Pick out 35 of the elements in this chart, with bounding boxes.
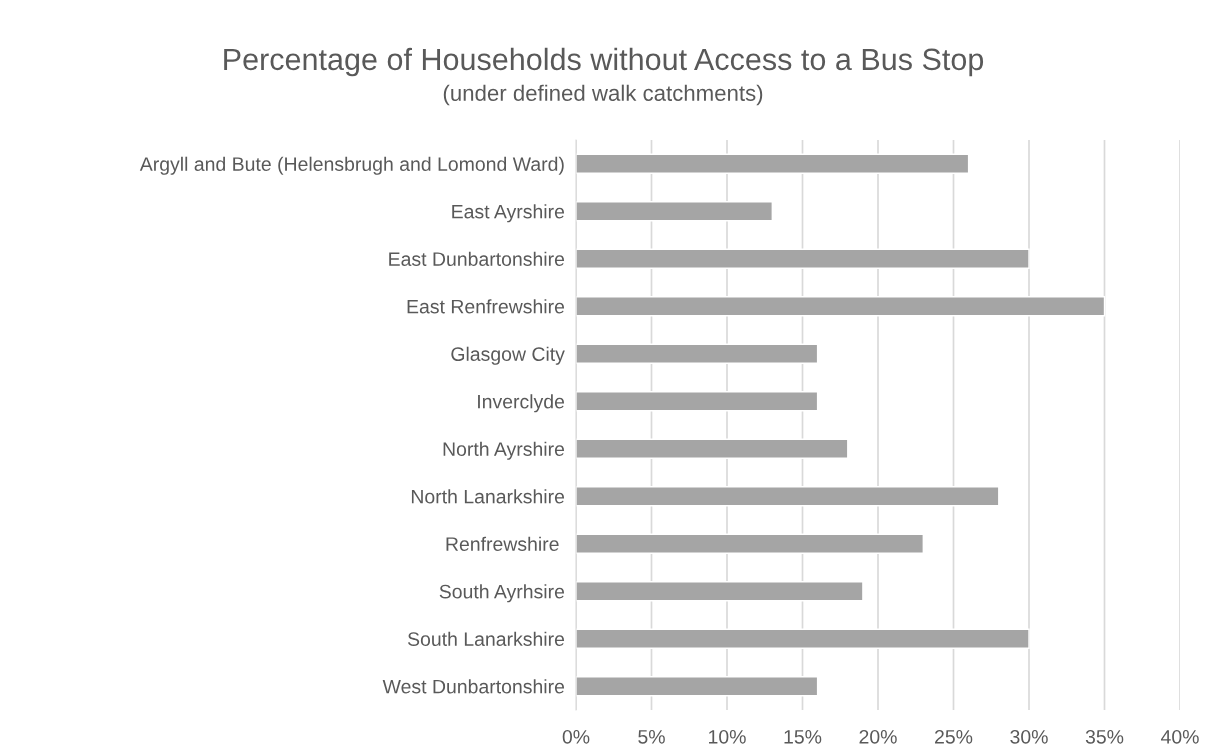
bar <box>576 486 1000 507</box>
y-tick-label: Inverclyde <box>478 394 565 413</box>
bar <box>576 153 970 174</box>
bar <box>576 296 1106 317</box>
bar <box>576 391 819 412</box>
x-tick-label: 0% <box>562 729 590 744</box>
bar <box>576 343 819 364</box>
bar <box>576 581 864 602</box>
x-tick-label: 5% <box>638 730 665 744</box>
bar <box>576 438 849 459</box>
y-tick-label: East Renfrewshire <box>407 299 565 314</box>
y-tick-label: North Lanarkshire <box>411 489 565 504</box>
chart-title: Percentage of Households without Access to a Bus Stop <box>224 47 984 77</box>
y-tick-label: North Ayrshire <box>443 441 565 460</box>
y-tick-label: East Ayrshire <box>452 204 565 223</box>
x-tick-label: 25% <box>935 729 973 744</box>
x-tick-label: 40% <box>1160 729 1199 744</box>
x-tick-label: 35% <box>1085 729 1124 744</box>
y-tick-label: South Ayrhsire <box>439 584 565 603</box>
bar <box>576 628 1030 649</box>
x-tick-label: 20% <box>859 729 897 744</box>
bar <box>576 248 1030 269</box>
bar <box>576 201 773 222</box>
x-tick-label: 15% <box>784 730 822 744</box>
chart-subtitle: (under defined walk catchments) <box>443 84 763 106</box>
bar <box>576 676 819 697</box>
bar <box>576 533 924 554</box>
x-tick-label: 10% <box>709 729 746 744</box>
x-tick-label: 30% <box>1010 729 1048 744</box>
y-tick-label: Renfrewshire <box>446 536 559 551</box>
y-tick-label: West Dunbartonshire <box>382 679 565 694</box>
y-tick-label: Glasgow City <box>451 346 565 365</box>
y-tick-label: Argyll and Bute (Helensbrugh and Lomond Ward) <box>139 156 564 175</box>
y-tick-label: East Dunbartonshire <box>389 251 565 266</box>
y-tick-label: South Lanarkshire <box>407 631 565 646</box>
